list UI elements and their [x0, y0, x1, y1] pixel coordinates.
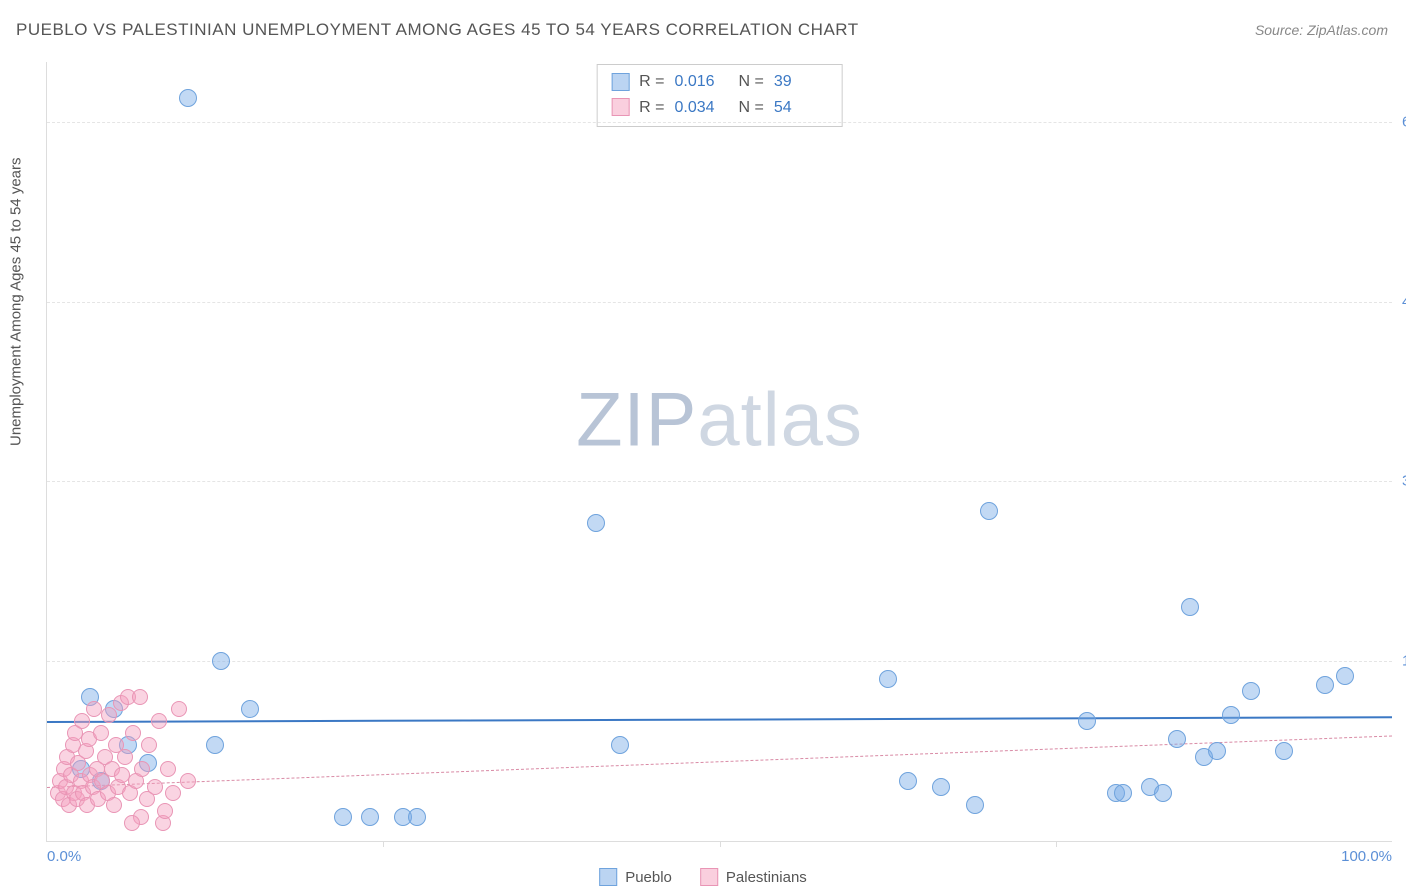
legend-r-value: 0.034: [675, 95, 729, 121]
point-palestinians: [124, 815, 140, 831]
legend-swatch-pink: [700, 868, 718, 886]
point-palestinians: [86, 701, 102, 717]
point-palestinians: [160, 761, 176, 777]
point-palestinians: [93, 725, 109, 741]
legend-r-label: R =: [639, 95, 664, 121]
y-tick-label: 15.0%: [1394, 653, 1406, 670]
legend-swatch-blue: [611, 73, 629, 91]
gridline-h: [47, 661, 1392, 662]
point-palestinians: [106, 797, 122, 813]
watermark: ZIPatlas: [576, 377, 863, 464]
legend-n-value: 54: [774, 95, 828, 121]
legend-n-label: N =: [739, 95, 764, 121]
x-tick-label: 0.0%: [47, 848, 81, 865]
point-pueblo: [879, 670, 897, 688]
point-pueblo: [1316, 676, 1334, 694]
point-palestinians: [134, 761, 150, 777]
chart-title: PUEBLO VS PALESTINIAN UNEMPLOYMENT AMONG…: [16, 20, 859, 40]
point-pueblo: [241, 700, 259, 718]
point-palestinians: [74, 713, 90, 729]
point-pueblo: [334, 808, 352, 826]
source-label: Source: ZipAtlas.com: [1255, 22, 1388, 38]
y-tick-label: 45.0%: [1394, 293, 1406, 310]
point-pueblo: [212, 652, 230, 670]
point-palestinians: [141, 737, 157, 753]
point-palestinians: [151, 713, 167, 729]
watermark-part1: ZIP: [576, 378, 697, 463]
x-minor-tick: [383, 841, 384, 847]
gridline-h: [47, 302, 1392, 303]
legend-label: Palestinians: [726, 869, 807, 886]
point-palestinians: [132, 689, 148, 705]
point-pueblo: [1154, 784, 1172, 802]
point-pueblo: [1275, 742, 1293, 760]
gridline-h: [47, 481, 1392, 482]
point-palestinians: [171, 701, 187, 717]
y-axis-label: Unemployment Among Ages 45 to 54 years: [8, 157, 25, 446]
point-palestinians: [101, 707, 117, 723]
point-pueblo: [1078, 712, 1096, 730]
point-pueblo: [899, 772, 917, 790]
point-pueblo: [966, 796, 984, 814]
trendline-palestinians: [47, 736, 1392, 789]
legend-n-label: N =: [739, 69, 764, 95]
legend-item-palestinians: Palestinians: [700, 868, 807, 886]
legend-swatch-pink: [611, 98, 629, 116]
plot-area: ZIPatlas R = 0.016 N = 39 R = 0.034 N = …: [46, 62, 1392, 842]
gridline-h: [47, 122, 1392, 123]
point-pueblo: [932, 778, 950, 796]
x-tick-label: 100.0%: [1341, 848, 1392, 865]
legend-row: R = 0.016 N = 39: [611, 69, 828, 95]
point-palestinians: [125, 725, 141, 741]
point-pueblo: [206, 736, 224, 754]
point-pueblo: [361, 808, 379, 826]
point-pueblo: [408, 808, 426, 826]
point-palestinians: [180, 773, 196, 789]
y-tick-label: 60.0%: [1394, 113, 1406, 130]
point-pueblo: [1208, 742, 1226, 760]
point-palestinians: [117, 749, 133, 765]
point-pueblo: [1242, 682, 1260, 700]
legend-swatch-blue: [599, 868, 617, 886]
x-minor-tick: [720, 841, 721, 847]
legend-series: Pueblo Palestinians: [599, 868, 807, 886]
point-palestinians: [165, 785, 181, 801]
point-palestinians: [147, 779, 163, 795]
point-palestinians: [157, 803, 173, 819]
point-pueblo: [611, 736, 629, 754]
legend-label: Pueblo: [625, 869, 672, 886]
x-minor-tick: [1056, 841, 1057, 847]
point-pueblo: [1336, 667, 1354, 685]
point-pueblo: [980, 502, 998, 520]
point-pueblo: [1114, 784, 1132, 802]
point-pueblo: [1168, 730, 1186, 748]
point-pueblo: [587, 514, 605, 532]
point-pueblo: [179, 89, 197, 107]
legend-row: R = 0.034 N = 54: [611, 95, 828, 121]
point-pueblo: [1222, 706, 1240, 724]
point-pueblo: [1181, 598, 1199, 616]
legend-correlation: R = 0.016 N = 39 R = 0.034 N = 54: [596, 64, 843, 127]
legend-n-value: 39: [774, 69, 828, 95]
legend-r-value: 0.016: [675, 69, 729, 95]
legend-item-pueblo: Pueblo: [599, 868, 672, 886]
y-tick-label: 30.0%: [1394, 473, 1406, 490]
legend-r-label: R =: [639, 69, 664, 95]
watermark-part2: atlas: [697, 378, 863, 463]
